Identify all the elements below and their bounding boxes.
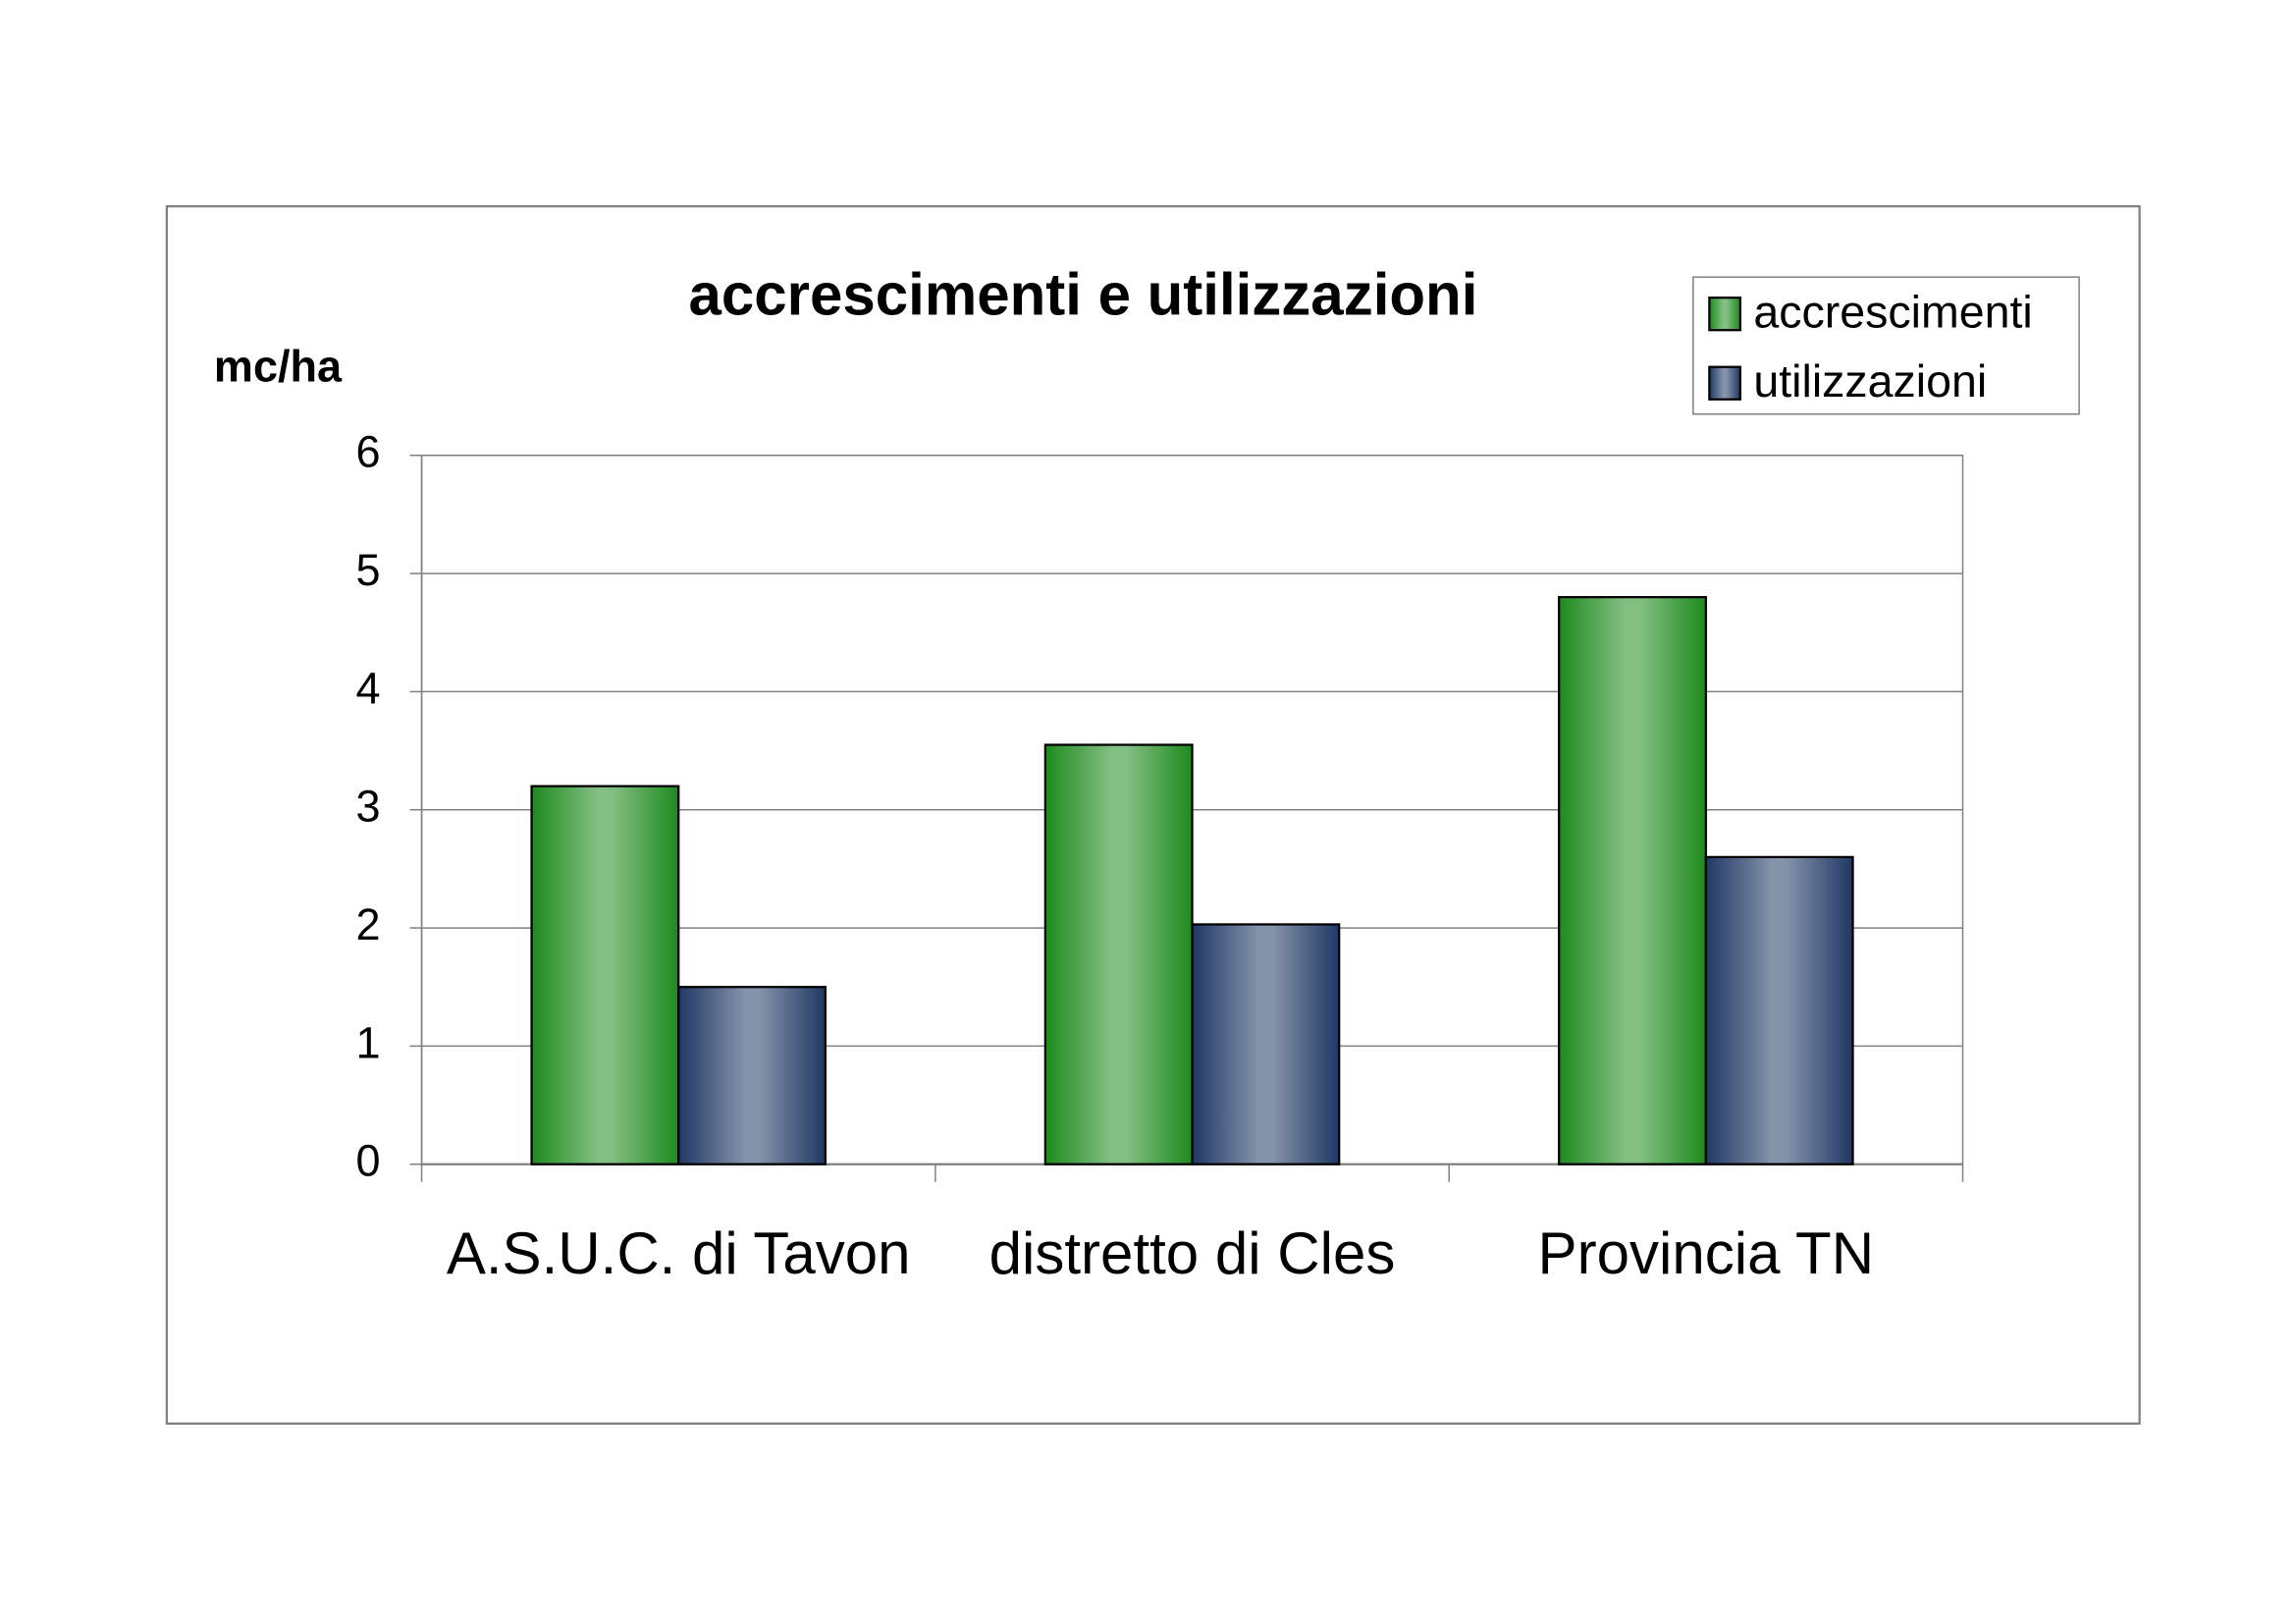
x-tick-label-box: A.S.U.C. di Tavon [446,1221,911,1287]
y-axis-label: mc/ha [214,342,343,392]
chart-title: accrescimenti e utilizzazioni [689,262,1478,328]
y-tick-label: 1 [355,1017,380,1067]
y-tick-label: 2 [355,899,380,949]
bar [530,785,680,1165]
bar [1043,743,1194,1165]
bar [1191,923,1341,1165]
y-tick-label: 6 [355,427,380,477]
y-tick-label: 3 [355,782,380,832]
x-tick-label-box: distretto di Cles [988,1221,1396,1287]
x-tick-label: distretto di Cles [988,1221,1396,1287]
x-tick-label: A.S.U.C. di Tavon [446,1221,911,1287]
y-tick-label: 5 [355,545,380,595]
bar [677,986,828,1165]
y-tick-label: 0 [355,1136,380,1186]
y-tick-label: 4 [355,663,380,713]
legend-swatch [1708,365,1741,401]
x-tick-label-box: Provincia TN [1537,1221,1875,1287]
legend-label: utilizzazioni [1753,355,1987,406]
legend-label: accrescimenti [1753,286,2032,337]
x-tick-label: Provincia TN [1537,1221,1875,1287]
legend-box [1692,276,2080,415]
bar [1704,855,1854,1165]
bar [1558,596,1707,1165]
legend-swatch [1708,297,1741,332]
